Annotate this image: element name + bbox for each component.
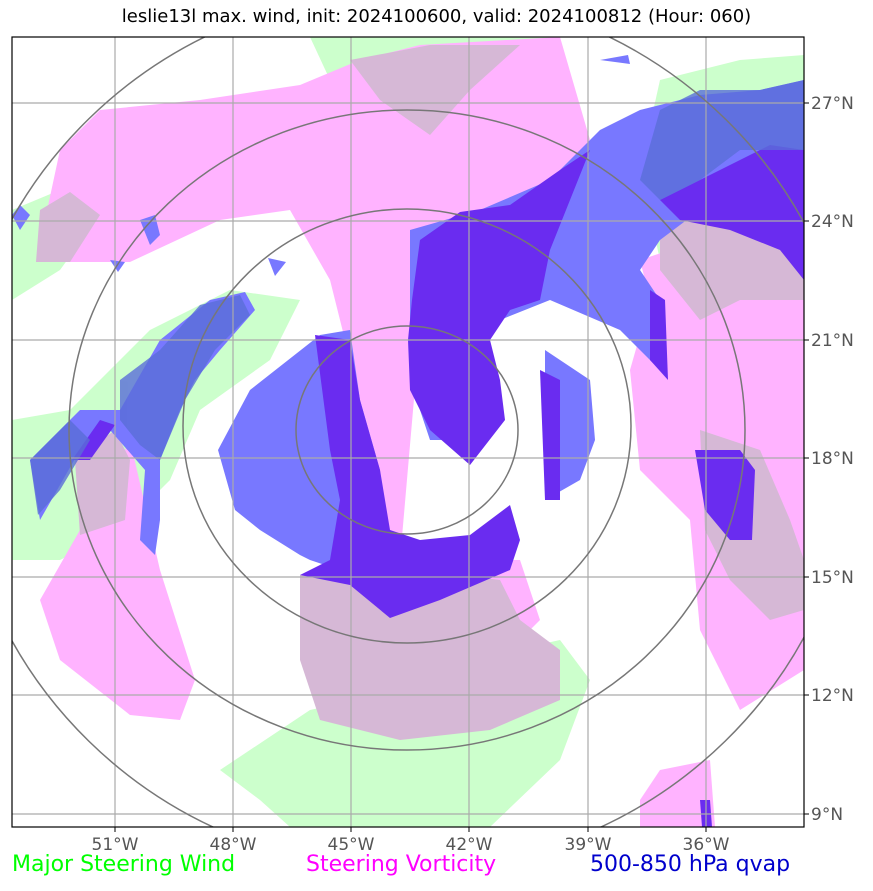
lat-label: 21°N — [811, 331, 854, 351]
legend-qvap: 500-850 hPa qvap — [590, 852, 791, 877]
legend-steering-wind: Major Steering Wind — [12, 852, 236, 877]
map-frame — [11, 36, 805, 828]
map-title: leslie13l max. wind, init: 2024100600, v… — [121, 6, 752, 27]
lon-label: 39°W — [565, 835, 612, 855]
lat-label: 15°N — [811, 568, 854, 588]
lon-label: 45°W — [328, 835, 375, 855]
lat-label: 9°N — [811, 805, 843, 825]
qvap-overlap-areas — [30, 80, 804, 515]
lon-label: 48°W — [210, 835, 257, 855]
qvap-dark-areas — [72, 145, 804, 827]
lon-label: 42°W — [446, 835, 493, 855]
lat-label: 12°N — [811, 686, 854, 706]
lon-label: 36°W — [683, 835, 730, 855]
lon-label: 51°W — [92, 835, 139, 855]
longitude-labels: 51°W 48°W 45°W 42°W 39°W 36°W — [92, 835, 730, 855]
lat-label: 27°N — [811, 94, 854, 114]
tick-marks — [114, 102, 809, 832]
latitude-labels: 27°N 24°N 21°N 18°N 15°N 12°N 9°N — [811, 94, 854, 825]
lat-lon-grid — [12, 37, 804, 827]
lat-label: 18°N — [811, 449, 854, 469]
lat-label: 24°N — [811, 212, 854, 232]
range-rings — [12, 37, 804, 827]
legend-steering-vorticity: Steering Vorticity — [306, 852, 497, 877]
